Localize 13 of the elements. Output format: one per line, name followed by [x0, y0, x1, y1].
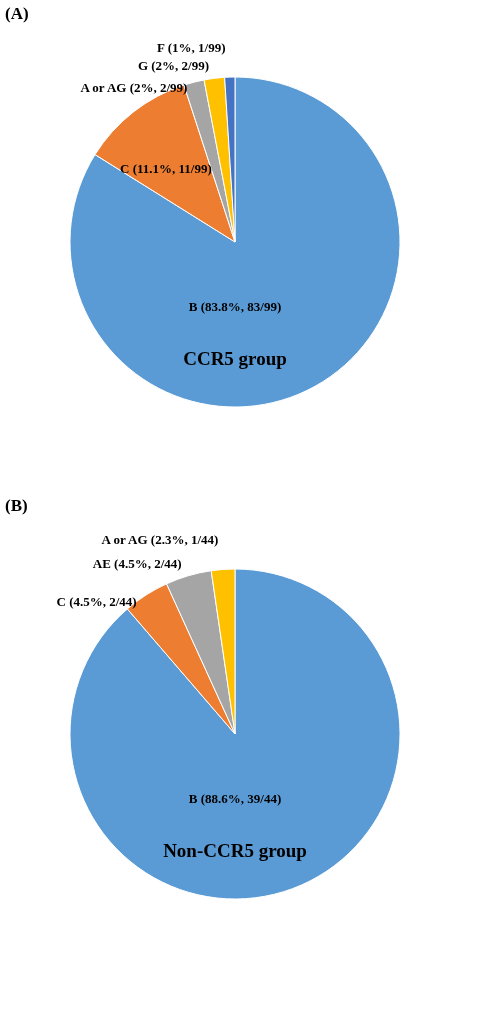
pie-slice	[69, 76, 401, 408]
chart-title: (B)	[5, 496, 28, 515]
slice-label: B (88.6%, 39/44)	[188, 790, 282, 806]
slice-label: A or AG (2.3%, 1/44)	[101, 532, 219, 548]
slice-label: F (1%, 1/99)	[157, 40, 226, 56]
slice-label: AE (4.5%, 2/44)	[92, 556, 182, 572]
text: Non-CCR5 group	[163, 840, 307, 862]
slice-label: G (2%, 2/99)	[137, 58, 210, 74]
text: CCR5 group	[183, 348, 287, 370]
slice-label: C (4.5%, 2/44)	[56, 593, 137, 609]
slice-label: A or AG (2%, 2/99)	[80, 79, 188, 95]
chart-title: (A)	[5, 4, 29, 23]
slice-label: B (83.8%, 83/99)	[188, 298, 282, 314]
